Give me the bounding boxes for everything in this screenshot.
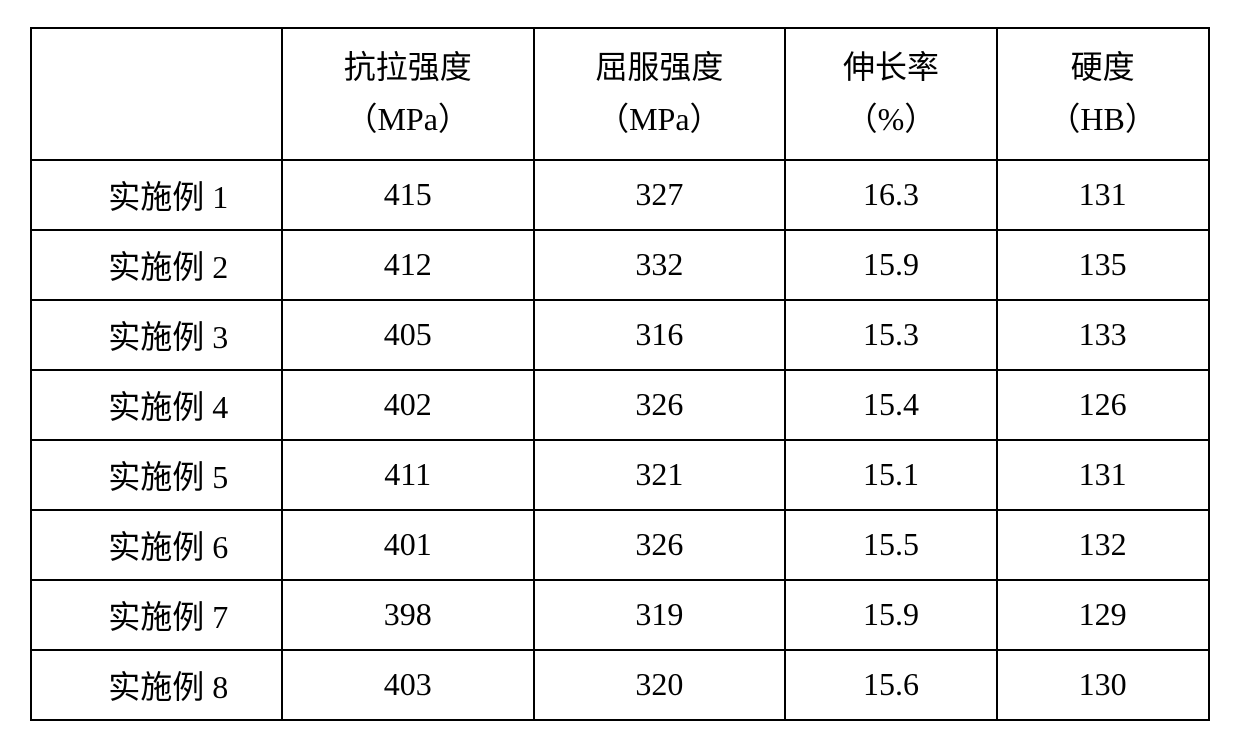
cell-elongation: 15.6 bbox=[785, 650, 997, 720]
cell-hardness: 131 bbox=[997, 440, 1209, 510]
cell-hardness: 129 bbox=[997, 580, 1209, 650]
header-cell-hardness: 硬度 （HB） bbox=[997, 28, 1209, 160]
cell-tensile: 412 bbox=[282, 230, 534, 300]
cell-tensile: 415 bbox=[282, 160, 534, 230]
cell-elongation: 15.9 bbox=[785, 230, 997, 300]
cell-tensile: 401 bbox=[282, 510, 534, 580]
cell-hardness: 130 bbox=[997, 650, 1209, 720]
cell-elongation: 15.9 bbox=[785, 580, 997, 650]
table-body: 实施例 1 415 327 16.3 131 实施例 2 412 332 15.… bbox=[31, 160, 1209, 720]
row-label: 实施例 7 bbox=[31, 580, 282, 650]
cell-yield: 332 bbox=[534, 230, 786, 300]
cell-elongation: 15.3 bbox=[785, 300, 997, 370]
cell-yield: 319 bbox=[534, 580, 786, 650]
table-row: 实施例 6 401 326 15.5 132 bbox=[31, 510, 1209, 580]
cell-tensile: 405 bbox=[282, 300, 534, 370]
cell-tensile: 398 bbox=[282, 580, 534, 650]
header-tensile-line1: 抗拉强度 bbox=[283, 42, 533, 93]
cell-hardness: 131 bbox=[997, 160, 1209, 230]
cell-yield: 326 bbox=[534, 370, 786, 440]
table-row: 实施例 8 403 320 15.6 130 bbox=[31, 650, 1209, 720]
table-row: 实施例 7 398 319 15.9 129 bbox=[31, 580, 1209, 650]
cell-yield: 320 bbox=[534, 650, 786, 720]
row-label: 实施例 1 bbox=[31, 160, 282, 230]
cell-tensile: 402 bbox=[282, 370, 534, 440]
header-hardness-line1: 硬度 bbox=[998, 42, 1208, 93]
cell-elongation: 15.1 bbox=[785, 440, 997, 510]
row-label: 实施例 4 bbox=[31, 370, 282, 440]
cell-yield: 327 bbox=[534, 160, 786, 230]
cell-hardness: 126 bbox=[997, 370, 1209, 440]
header-cell-blank bbox=[31, 28, 282, 160]
cell-elongation: 15.4 bbox=[785, 370, 997, 440]
header-cell-elongation: 伸长率 （%） bbox=[785, 28, 997, 160]
cell-hardness: 133 bbox=[997, 300, 1209, 370]
row-label: 实施例 6 bbox=[31, 510, 282, 580]
header-row: 抗拉强度 （MPa） 屈服强度 （MPa） 伸长率 （%） 硬度 （HB） bbox=[31, 28, 1209, 160]
header-cell-yield: 屈服强度 （MPa） bbox=[534, 28, 786, 160]
header-hardness-line2: （HB） bbox=[998, 94, 1208, 145]
header-tensile-line2: （MPa） bbox=[283, 94, 533, 145]
header-elongation-line1: 伸长率 bbox=[786, 42, 996, 93]
header-elongation-line2: （%） bbox=[786, 94, 996, 145]
cell-yield: 326 bbox=[534, 510, 786, 580]
data-table: 抗拉强度 （MPa） 屈服强度 （MPa） 伸长率 （%） 硬度 （HB） 实施… bbox=[30, 27, 1210, 721]
table-row: 实施例 1 415 327 16.3 131 bbox=[31, 160, 1209, 230]
table-row: 实施例 5 411 321 15.1 131 bbox=[31, 440, 1209, 510]
cell-yield: 316 bbox=[534, 300, 786, 370]
row-label: 实施例 3 bbox=[31, 300, 282, 370]
cell-yield: 321 bbox=[534, 440, 786, 510]
cell-hardness: 132 bbox=[997, 510, 1209, 580]
row-label: 实施例 5 bbox=[31, 440, 282, 510]
cell-elongation: 16.3 bbox=[785, 160, 997, 230]
cell-tensile: 411 bbox=[282, 440, 534, 510]
cell-hardness: 135 bbox=[997, 230, 1209, 300]
header-cell-tensile: 抗拉强度 （MPa） bbox=[282, 28, 534, 160]
header-yield-line2: （MPa） bbox=[535, 94, 785, 145]
row-label: 实施例 8 bbox=[31, 650, 282, 720]
header-yield-line1: 屈服强度 bbox=[535, 42, 785, 93]
cell-tensile: 403 bbox=[282, 650, 534, 720]
row-label: 实施例 2 bbox=[31, 230, 282, 300]
table-row: 实施例 2 412 332 15.9 135 bbox=[31, 230, 1209, 300]
table-row: 实施例 3 405 316 15.3 133 bbox=[31, 300, 1209, 370]
table-row: 实施例 4 402 326 15.4 126 bbox=[31, 370, 1209, 440]
cell-elongation: 15.5 bbox=[785, 510, 997, 580]
